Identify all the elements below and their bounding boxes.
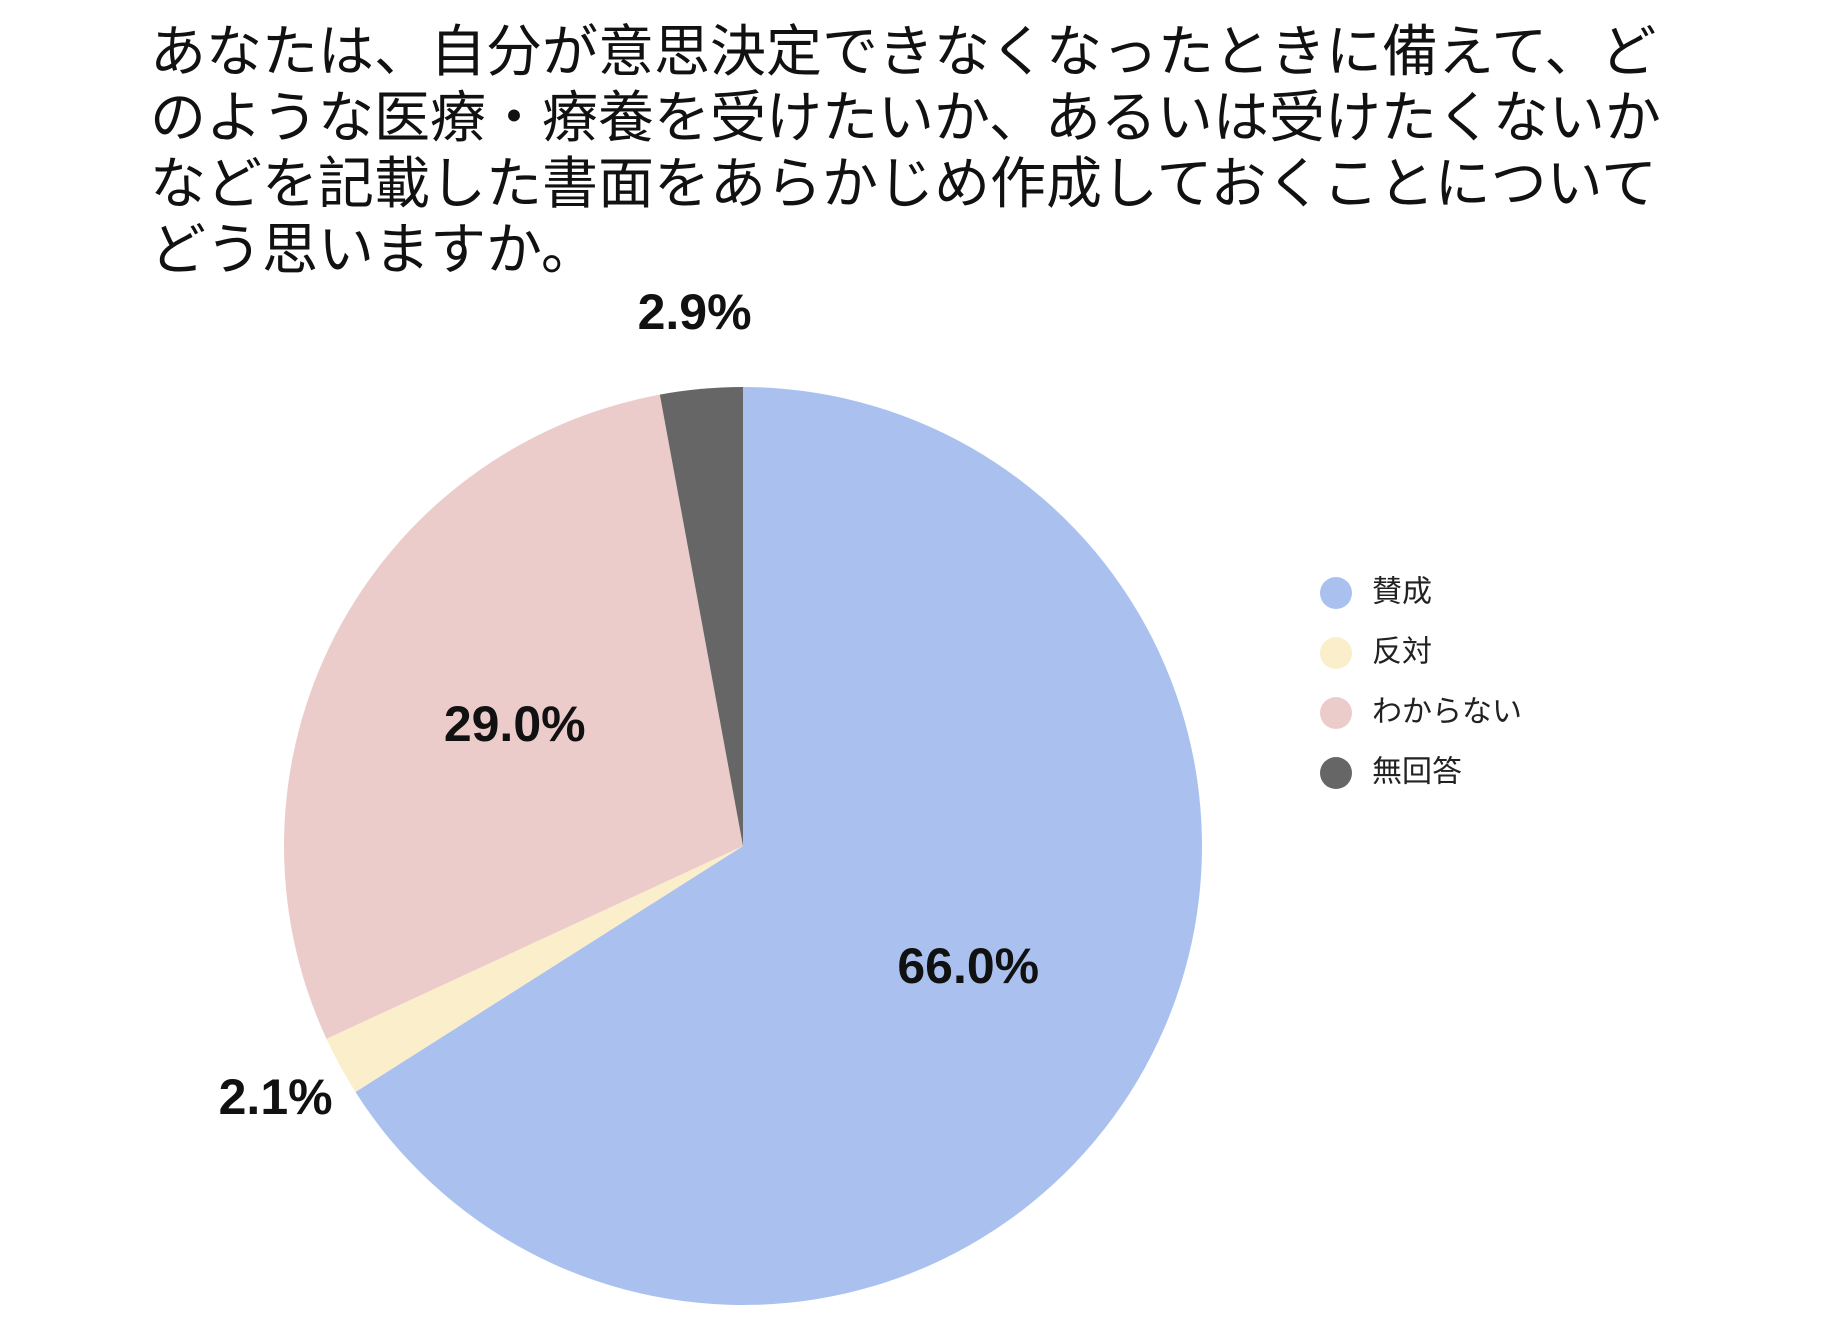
legend-swatch bbox=[1320, 577, 1352, 609]
legend-swatch bbox=[1320, 757, 1352, 789]
data-label: 66.0% bbox=[897, 938, 1039, 994]
pie-slice bbox=[659, 387, 743, 846]
pie-slice bbox=[326, 846, 743, 1092]
legend-label: 無回答 bbox=[1372, 755, 1462, 790]
data-label: 2.1% bbox=[219, 1069, 333, 1125]
chart-title: あなたは、自分が意思決定できなくなったときに備えて、どのような医療・療養を受けた… bbox=[150, 20, 1661, 283]
legend-label: わからない bbox=[1372, 695, 1522, 730]
legend-label: 反対 bbox=[1372, 635, 1432, 670]
legend-label: 賛成 bbox=[1372, 575, 1432, 610]
data-label: 29.0% bbox=[444, 696, 586, 752]
legend-swatch bbox=[1320, 637, 1352, 669]
pie-slice bbox=[284, 394, 743, 1039]
legend-swatch bbox=[1320, 697, 1352, 729]
data-label: 2.9% bbox=[638, 284, 752, 340]
pie-slice bbox=[355, 387, 1202, 1306]
